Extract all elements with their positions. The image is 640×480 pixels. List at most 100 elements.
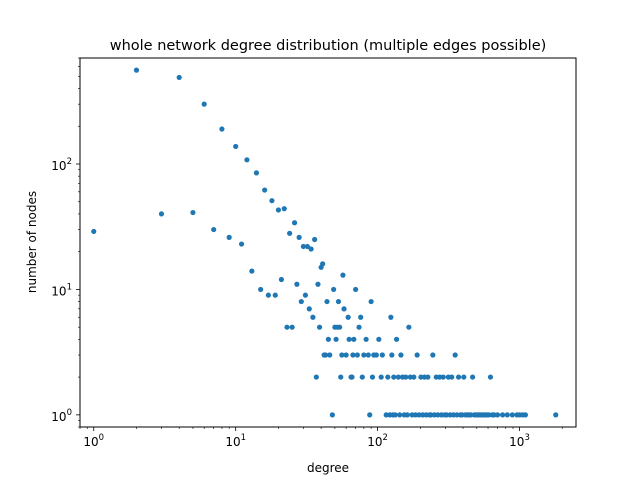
data-point — [392, 412, 398, 418]
data-point — [412, 412, 419, 418]
data-point — [346, 336, 352, 342]
data-point — [359, 374, 365, 380]
data-point — [376, 336, 382, 342]
data-point — [341, 306, 347, 312]
data-point — [353, 286, 359, 293]
data-point — [416, 412, 422, 418]
data-point — [289, 324, 295, 330]
data-point — [435, 412, 441, 418]
y-tick-label: 102 — [51, 157, 72, 173]
data-point — [302, 292, 309, 298]
data-point — [367, 412, 373, 418]
data-point — [487, 374, 494, 380]
data-point — [391, 374, 397, 380]
data-point — [304, 243, 310, 250]
data-point — [91, 228, 97, 235]
data-point — [452, 352, 458, 358]
data-point — [238, 241, 245, 247]
data-point — [315, 281, 321, 287]
x-tick-label: 103 — [509, 433, 530, 449]
data-point — [310, 314, 316, 320]
data-point — [287, 230, 293, 236]
data-point — [449, 374, 455, 380]
data-point — [403, 374, 409, 380]
data-point — [272, 292, 278, 298]
data-point — [226, 234, 232, 240]
data-point — [350, 352, 356, 358]
data-point — [325, 336, 331, 342]
data-point — [395, 374, 401, 380]
data-point — [440, 374, 446, 380]
data-point — [337, 324, 343, 330]
data-point — [411, 374, 417, 380]
data-point — [385, 374, 391, 380]
data-point — [338, 374, 344, 380]
data-point — [494, 412, 501, 418]
data-point — [354, 352, 360, 358]
data-point — [335, 298, 342, 305]
data-point — [219, 126, 225, 132]
plot-frame — [79, 57, 577, 428]
data-point — [383, 412, 389, 418]
data-point — [133, 67, 140, 73]
data-point — [397, 412, 403, 418]
data-point — [461, 374, 467, 380]
data-point — [296, 234, 302, 240]
data-point — [340, 272, 346, 278]
data-point — [368, 298, 374, 305]
data-point — [269, 198, 275, 204]
data-point — [176, 74, 182, 81]
data-point — [190, 209, 196, 216]
data-points — [91, 67, 559, 418]
axes: 100 101 102 103 100 101 102 — [51, 57, 563, 449]
data-point — [398, 352, 404, 358]
data-point — [356, 324, 362, 330]
data-point — [455, 374, 462, 380]
data-point — [262, 187, 268, 193]
data-point — [324, 298, 330, 305]
data-point — [258, 286, 264, 293]
data-point — [331, 286, 337, 293]
data-point — [486, 412, 492, 418]
data-point — [291, 220, 298, 226]
data-point — [306, 306, 312, 312]
data-point — [509, 412, 515, 418]
data-point — [369, 374, 376, 380]
data-point — [361, 352, 367, 358]
y-tick-label: 100 — [51, 408, 72, 424]
data-point — [345, 314, 351, 320]
data-point — [211, 226, 217, 233]
data-point — [406, 324, 412, 330]
data-point — [201, 101, 207, 107]
data-point — [233, 143, 239, 150]
data-point — [333, 336, 339, 342]
data-point — [284, 324, 290, 330]
data-point — [300, 243, 306, 250]
data-point — [379, 352, 385, 358]
data-point — [389, 352, 395, 358]
data-point — [522, 412, 529, 418]
data-point — [320, 261, 326, 267]
plot-area — [80, 58, 576, 427]
data-point — [339, 352, 345, 358]
data-point — [373, 352, 379, 358]
data-point — [504, 412, 510, 418]
data-point — [253, 170, 260, 176]
data-point — [351, 336, 357, 342]
y-tick-label: 101 — [51, 282, 72, 298]
data-point — [327, 352, 333, 358]
data-point — [363, 336, 369, 342]
data-point — [278, 276, 285, 283]
data-point — [265, 292, 271, 298]
x-tick-label: 102 — [367, 433, 388, 449]
x-tick-label: 100 — [83, 433, 104, 449]
data-point — [244, 157, 250, 163]
data-point — [358, 314, 364, 320]
x-tick-label: 101 — [225, 433, 246, 449]
data-point — [329, 412, 335, 418]
data-point — [275, 207, 281, 213]
data-point — [553, 412, 559, 418]
x-axis-label: degree — [307, 461, 349, 475]
chart-title: whole network degree distribution (multi… — [110, 38, 547, 54]
